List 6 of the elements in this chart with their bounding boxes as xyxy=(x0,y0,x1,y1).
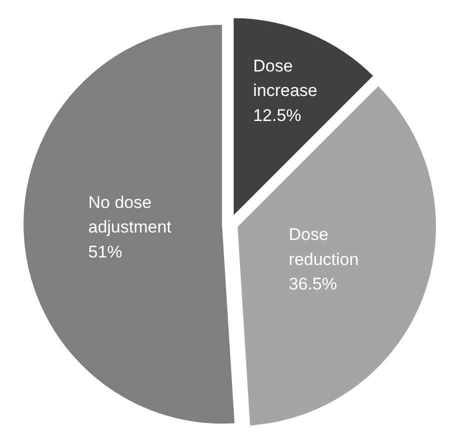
data-label: 12.5% xyxy=(253,106,302,125)
slice-label: No dose adjustment xyxy=(88,192,172,237)
slice-label: Dose increase xyxy=(253,56,318,100)
data-label: 36.5% xyxy=(288,274,337,294)
data-label: 51% xyxy=(88,242,122,262)
slice-label: Dose reduction xyxy=(288,225,359,269)
